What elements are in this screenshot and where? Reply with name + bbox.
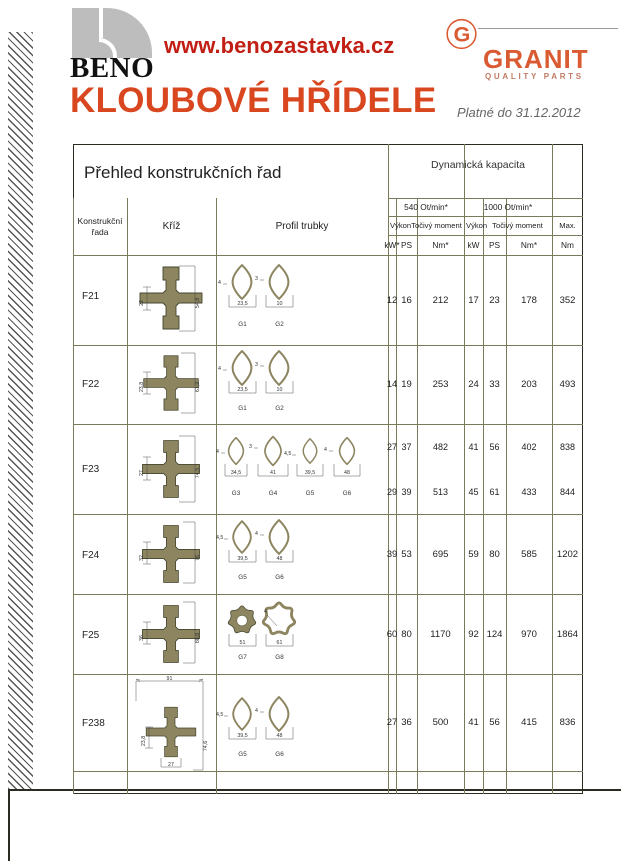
svg-text:4: 4 bbox=[218, 280, 221, 286]
svg-text:G6: G6 bbox=[343, 490, 352, 497]
svg-text:4: 4 bbox=[264, 609, 267, 615]
svg-text:27: 27 bbox=[168, 762, 174, 768]
svg-text:61: 61 bbox=[277, 640, 283, 646]
svg-text:34,5: 34,5 bbox=[231, 470, 241, 476]
svg-text:32: 32 bbox=[139, 555, 145, 561]
svg-text:4: 4 bbox=[255, 708, 258, 714]
svg-text:23,8: 23,8 bbox=[139, 382, 145, 392]
svg-text:G3: G3 bbox=[232, 490, 241, 497]
svg-text:76: 76 bbox=[195, 555, 201, 561]
svg-text:54,8: 54,8 bbox=[195, 298, 201, 308]
svg-text:3: 3 bbox=[255, 362, 258, 368]
svg-text:4,5: 4,5 bbox=[216, 535, 223, 541]
svg-text:G7: G7 bbox=[238, 654, 247, 661]
svg-text:48: 48 bbox=[344, 470, 350, 476]
svg-text:4: 4 bbox=[218, 366, 221, 372]
svg-text:4: 4 bbox=[216, 449, 219, 455]
svg-text:74,5: 74,5 bbox=[195, 468, 201, 478]
svg-text:4,5: 4,5 bbox=[216, 712, 223, 718]
svg-text:39,5: 39,5 bbox=[305, 470, 315, 476]
svg-text:G6: G6 bbox=[275, 751, 284, 758]
svg-text:27: 27 bbox=[139, 470, 145, 476]
svg-text:G4: G4 bbox=[269, 490, 278, 497]
svg-text:G5: G5 bbox=[238, 574, 247, 581]
svg-text:48: 48 bbox=[277, 556, 283, 562]
svg-text:36: 36 bbox=[139, 635, 145, 641]
svg-text:G2: G2 bbox=[275, 405, 284, 412]
svg-text:10: 10 bbox=[277, 301, 283, 307]
svg-text:G: G bbox=[453, 21, 470, 46]
svg-text:4: 4 bbox=[324, 447, 327, 453]
svg-text:G5: G5 bbox=[238, 751, 247, 758]
svg-text:22: 22 bbox=[139, 300, 145, 306]
svg-text:G2: G2 bbox=[275, 321, 284, 328]
svg-text:23,8: 23,8 bbox=[141, 736, 147, 746]
svg-text:51: 51 bbox=[240, 640, 246, 646]
svg-text:23,5: 23,5 bbox=[237, 387, 247, 393]
svg-text:10: 10 bbox=[277, 387, 283, 393]
svg-text:G1: G1 bbox=[238, 321, 247, 328]
svg-text:4,5: 4,5 bbox=[284, 451, 291, 457]
svg-text:23,5: 23,5 bbox=[237, 301, 247, 307]
svg-text:39,5: 39,5 bbox=[237, 733, 247, 739]
svg-text:G5: G5 bbox=[306, 490, 315, 497]
svg-text:48: 48 bbox=[277, 733, 283, 739]
svg-text:41: 41 bbox=[270, 470, 276, 476]
svg-text:88,8: 88,8 bbox=[195, 633, 201, 643]
svg-text:G8: G8 bbox=[275, 654, 284, 661]
svg-text:91: 91 bbox=[167, 676, 173, 682]
svg-text:61,2: 61,2 bbox=[195, 382, 201, 392]
svg-text:3: 3 bbox=[255, 276, 258, 282]
svg-text:4: 4 bbox=[255, 531, 258, 537]
svg-text:G1: G1 bbox=[238, 405, 247, 412]
svg-text:3: 3 bbox=[249, 444, 252, 450]
svg-text:39,5: 39,5 bbox=[237, 556, 247, 562]
svg-text:74,6: 74,6 bbox=[203, 741, 209, 751]
svg-text:G6: G6 bbox=[275, 574, 284, 581]
